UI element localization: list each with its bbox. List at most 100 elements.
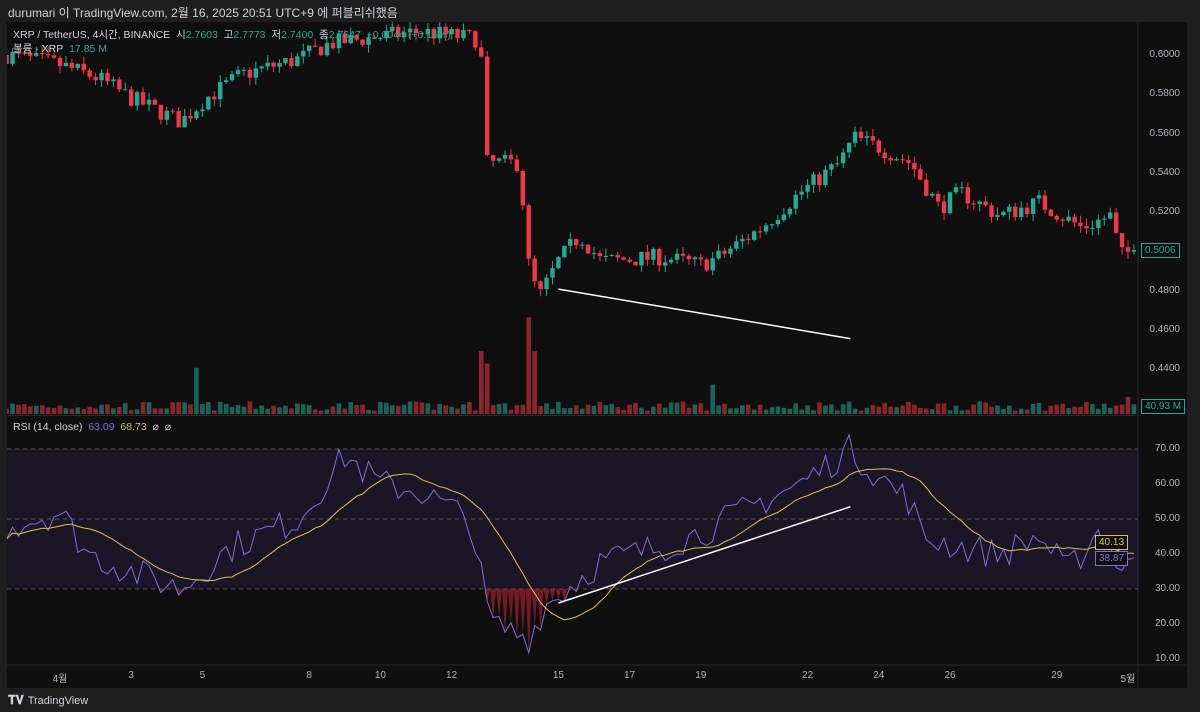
rsi-tick: 50.00 xyxy=(1154,513,1180,524)
volume-bar xyxy=(413,401,419,414)
candle-body xyxy=(888,158,893,161)
volume-bar xyxy=(686,407,692,414)
open-value: 2.7603 xyxy=(185,29,218,41)
candle-body xyxy=(971,203,976,205)
volume-bar xyxy=(1030,403,1036,414)
candle-body xyxy=(401,32,407,37)
volume-bar xyxy=(348,402,354,414)
volume-bar xyxy=(763,409,769,414)
volume-bar xyxy=(1101,403,1107,414)
brand-name: TradingView xyxy=(27,694,89,707)
candle-body xyxy=(277,63,282,67)
volume-bar xyxy=(28,406,33,414)
hide-icon[interactable]: ⌀ xyxy=(152,421,159,433)
candle-body xyxy=(781,214,787,220)
volume-bar xyxy=(1107,407,1113,414)
volume-bar xyxy=(989,406,994,414)
volume-label[interactable]: 볼륨 · XRP xyxy=(13,43,64,55)
volume-bar xyxy=(247,401,253,414)
volume-bar xyxy=(467,402,472,414)
volume-bar xyxy=(425,403,431,414)
volume-bar xyxy=(550,408,555,414)
volume-value: 17.85 M xyxy=(69,43,108,55)
volume-bar xyxy=(194,367,199,414)
chart-canvas[interactable] xyxy=(7,22,1187,688)
candle-body xyxy=(16,52,21,54)
volume-bar xyxy=(1024,409,1030,414)
candle-body xyxy=(164,110,169,120)
volume-bar xyxy=(318,410,324,414)
candle-body xyxy=(870,136,876,141)
rsi-trendline xyxy=(558,506,851,604)
rsi-label[interactable]: RSI (14, close) xyxy=(13,421,83,433)
candle-body xyxy=(289,58,294,67)
candle-body xyxy=(1125,247,1131,252)
candle-body xyxy=(627,259,632,262)
volume-bar xyxy=(1066,408,1071,414)
candle-body xyxy=(449,29,454,35)
volume-bar xyxy=(1084,401,1089,414)
volume-bar xyxy=(158,408,164,414)
volume-bar xyxy=(496,404,502,414)
price-tick: 0.5200 xyxy=(1149,206,1180,217)
volume-bar xyxy=(544,403,549,414)
candle-body xyxy=(1090,227,1095,229)
volume-bar xyxy=(300,404,306,414)
volume-bar xyxy=(461,404,466,414)
candle-body xyxy=(490,155,496,161)
candle-body xyxy=(467,30,472,32)
candle-body xyxy=(568,239,573,246)
volume-bar xyxy=(63,408,69,414)
volume-bar xyxy=(407,401,413,414)
candle-body xyxy=(1119,233,1125,248)
candle-body xyxy=(265,62,270,67)
candle-body xyxy=(1102,218,1107,220)
candle-body xyxy=(1113,212,1119,234)
volume-bar xyxy=(834,410,840,414)
candle-body xyxy=(140,92,146,105)
candle-body xyxy=(223,80,229,82)
candle-body xyxy=(241,69,247,71)
volume-bar xyxy=(431,409,437,414)
candle-body xyxy=(502,154,508,159)
candle-body xyxy=(668,259,674,263)
candle-body xyxy=(787,208,792,215)
candle-body xyxy=(692,257,698,260)
tradingview-logo[interactable]: 𝐓𝐕 TradingView xyxy=(8,693,88,708)
volume-bar xyxy=(858,410,864,414)
volume-bar xyxy=(793,403,799,414)
volume-bar xyxy=(692,404,698,414)
candle-body xyxy=(1108,212,1113,219)
volume-bar xyxy=(918,407,923,414)
candle-body xyxy=(811,174,816,185)
volume-bar xyxy=(33,405,39,414)
candle-body xyxy=(983,201,988,206)
candle-body xyxy=(283,58,288,64)
candle-body xyxy=(609,255,614,257)
candle-body xyxy=(633,261,638,266)
candle-body xyxy=(603,255,609,257)
chart-panel[interactable]: XRP / TetherUS, 4시간, BINANCE 시2.7603 고2.… xyxy=(7,22,1187,688)
volume-bar xyxy=(87,406,92,414)
candle-body xyxy=(229,74,235,81)
close-label: 종 xyxy=(319,29,329,41)
volume-bar xyxy=(152,408,158,414)
volume-bar xyxy=(241,406,247,414)
candle-body xyxy=(562,245,567,258)
volume-bar xyxy=(271,405,276,414)
candle-body xyxy=(75,63,80,68)
high-label: 고 xyxy=(223,29,234,41)
candle-body xyxy=(1096,219,1101,228)
low-label: 저 xyxy=(271,29,282,41)
price-tick: 0.5600 xyxy=(1149,127,1180,139)
candle-body xyxy=(146,99,152,105)
candle-body xyxy=(87,70,92,77)
candle-body xyxy=(645,251,650,260)
volume-bar xyxy=(514,405,520,414)
volume-bar xyxy=(283,405,288,414)
candle-body xyxy=(1131,250,1137,252)
hide-icon[interactable]: ⌀ xyxy=(164,421,172,433)
volume-bar xyxy=(45,407,51,414)
publish-info: durumari 이 TradingView.com, 2월 16, 2025 … xyxy=(8,6,398,20)
symbol-name[interactable]: XRP / TetherUS, 4시간, BINANCE xyxy=(13,29,171,41)
